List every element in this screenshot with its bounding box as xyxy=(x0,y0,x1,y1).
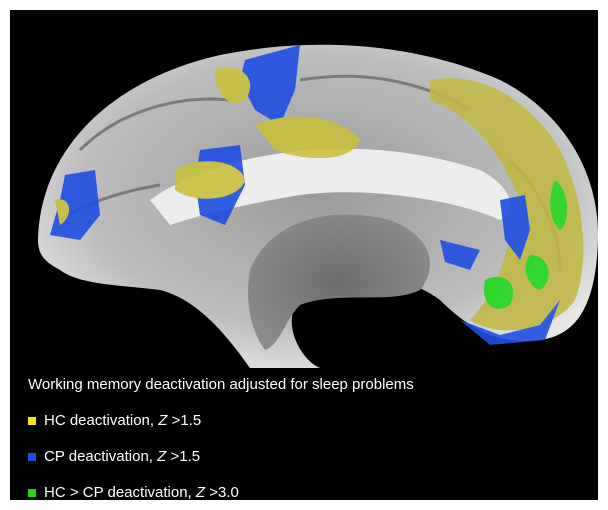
figure: Working memory deactivation adjusted for… xyxy=(0,0,608,510)
legend-swatch xyxy=(28,417,36,425)
legend-label: HC deactivation, Z >1.5 xyxy=(44,412,201,429)
legend-label: CP deactivation, Z >1.5 xyxy=(44,448,200,465)
legend-text: CP deactivation, xyxy=(44,448,157,465)
legend-threshold: >1.5 xyxy=(166,448,200,465)
legend-label: HC > CP deactivation, Z >3.0 xyxy=(44,484,239,501)
legend-text: HC deactivation, xyxy=(44,412,158,429)
legend-text: HC > CP deactivation, xyxy=(44,484,196,501)
legend-swatch xyxy=(28,453,36,461)
legend-threshold: >3.0 xyxy=(205,484,239,501)
legend-swatch xyxy=(28,489,36,497)
caption: Working memory deactivation adjusted for… xyxy=(28,376,414,393)
legend-threshold: >1.5 xyxy=(167,412,201,429)
page: Working memory deactivation adjusted for… xyxy=(0,0,608,510)
